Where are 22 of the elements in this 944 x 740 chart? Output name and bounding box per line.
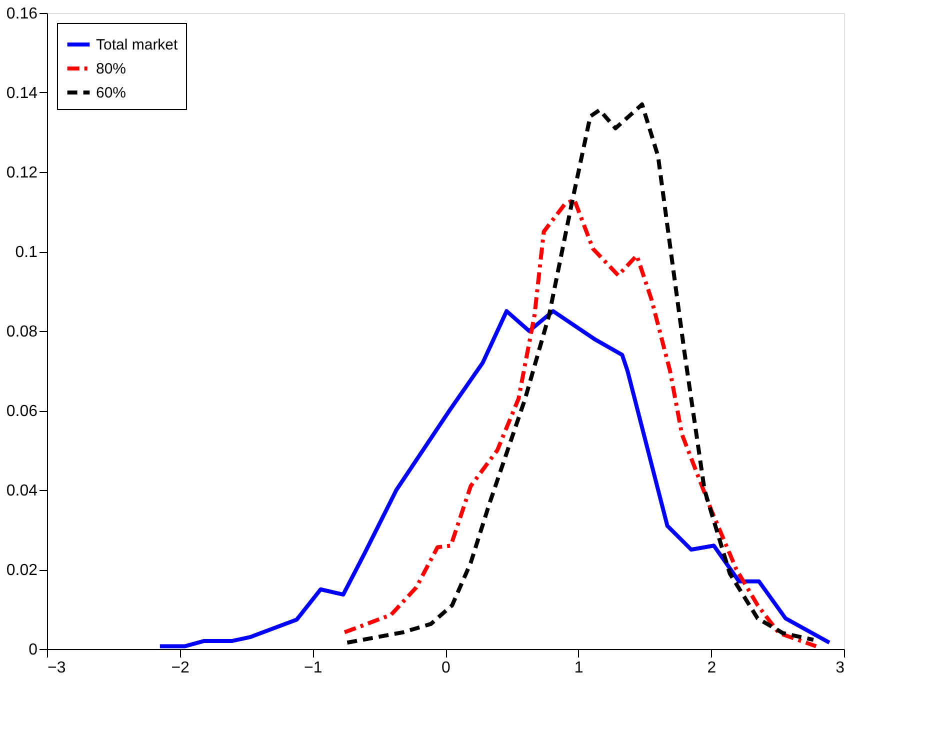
legend-label: 60% (96, 84, 126, 102)
line-series (342, 198, 818, 648)
x-tick-label: 1 (574, 660, 584, 676)
x-tick-label: 2 (707, 660, 716, 676)
x-tick-label: −1 (304, 660, 322, 676)
x-tick-label: 3 (836, 660, 845, 676)
line-series (345, 102, 816, 645)
y-tick-label: 0.04 (6, 482, 38, 500)
y-tick-label: 0 (28, 642, 38, 658)
x-tick-label: 0 (442, 660, 451, 676)
y-tick-label: 0.12 (6, 164, 38, 182)
legend-label: 80% (96, 60, 126, 78)
y-tick-label: 0.14 (6, 85, 38, 102)
y-tick-label: 0.16 (6, 6, 38, 22)
line-series (158, 309, 832, 648)
y-tick-label: 0.06 (6, 403, 38, 420)
y-tick-label: 0.1 (15, 244, 38, 261)
x-tick-label: −2 (171, 660, 190, 676)
legend-label: Total market (96, 36, 179, 54)
x-tick-label: −3 (48, 660, 66, 676)
y-tick-label: 0.02 (6, 562, 38, 579)
y-tick-label: 0.08 (6, 324, 38, 340)
